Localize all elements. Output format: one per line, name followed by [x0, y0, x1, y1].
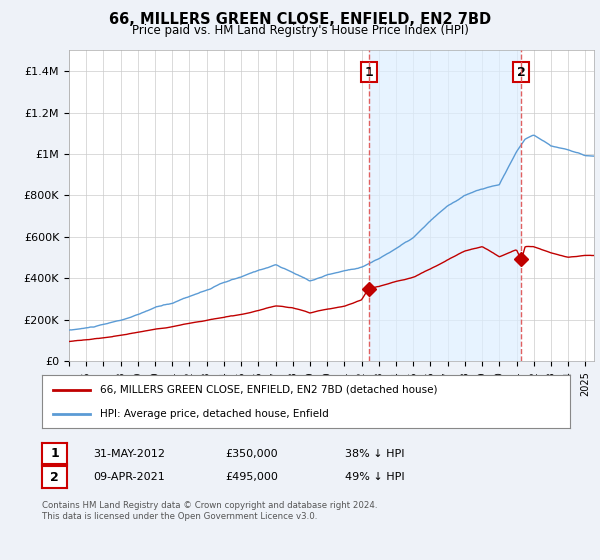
- Text: 2: 2: [50, 470, 59, 484]
- Text: 66, MILLERS GREEN CLOSE, ENFIELD, EN2 7BD (detached house): 66, MILLERS GREEN CLOSE, ENFIELD, EN2 7B…: [100, 385, 437, 395]
- Text: 09-APR-2021: 09-APR-2021: [93, 472, 165, 482]
- Text: 2: 2: [517, 66, 526, 78]
- Text: 31-MAY-2012: 31-MAY-2012: [93, 449, 165, 459]
- Text: 66, MILLERS GREEN CLOSE, ENFIELD, EN2 7BD: 66, MILLERS GREEN CLOSE, ENFIELD, EN2 7B…: [109, 12, 491, 27]
- Text: 49% ↓ HPI: 49% ↓ HPI: [345, 472, 404, 482]
- Text: 1: 1: [50, 447, 59, 460]
- Text: £495,000: £495,000: [225, 472, 278, 482]
- Text: 38% ↓ HPI: 38% ↓ HPI: [345, 449, 404, 459]
- Bar: [369, 50, 521, 361]
- Text: £350,000: £350,000: [225, 449, 278, 459]
- Text: Contains HM Land Registry data © Crown copyright and database right 2024.
This d: Contains HM Land Registry data © Crown c…: [42, 501, 377, 521]
- Text: 1: 1: [364, 66, 373, 78]
- Text: Price paid vs. HM Land Registry's House Price Index (HPI): Price paid vs. HM Land Registry's House …: [131, 24, 469, 37]
- Text: HPI: Average price, detached house, Enfield: HPI: Average price, detached house, Enfi…: [100, 409, 329, 419]
